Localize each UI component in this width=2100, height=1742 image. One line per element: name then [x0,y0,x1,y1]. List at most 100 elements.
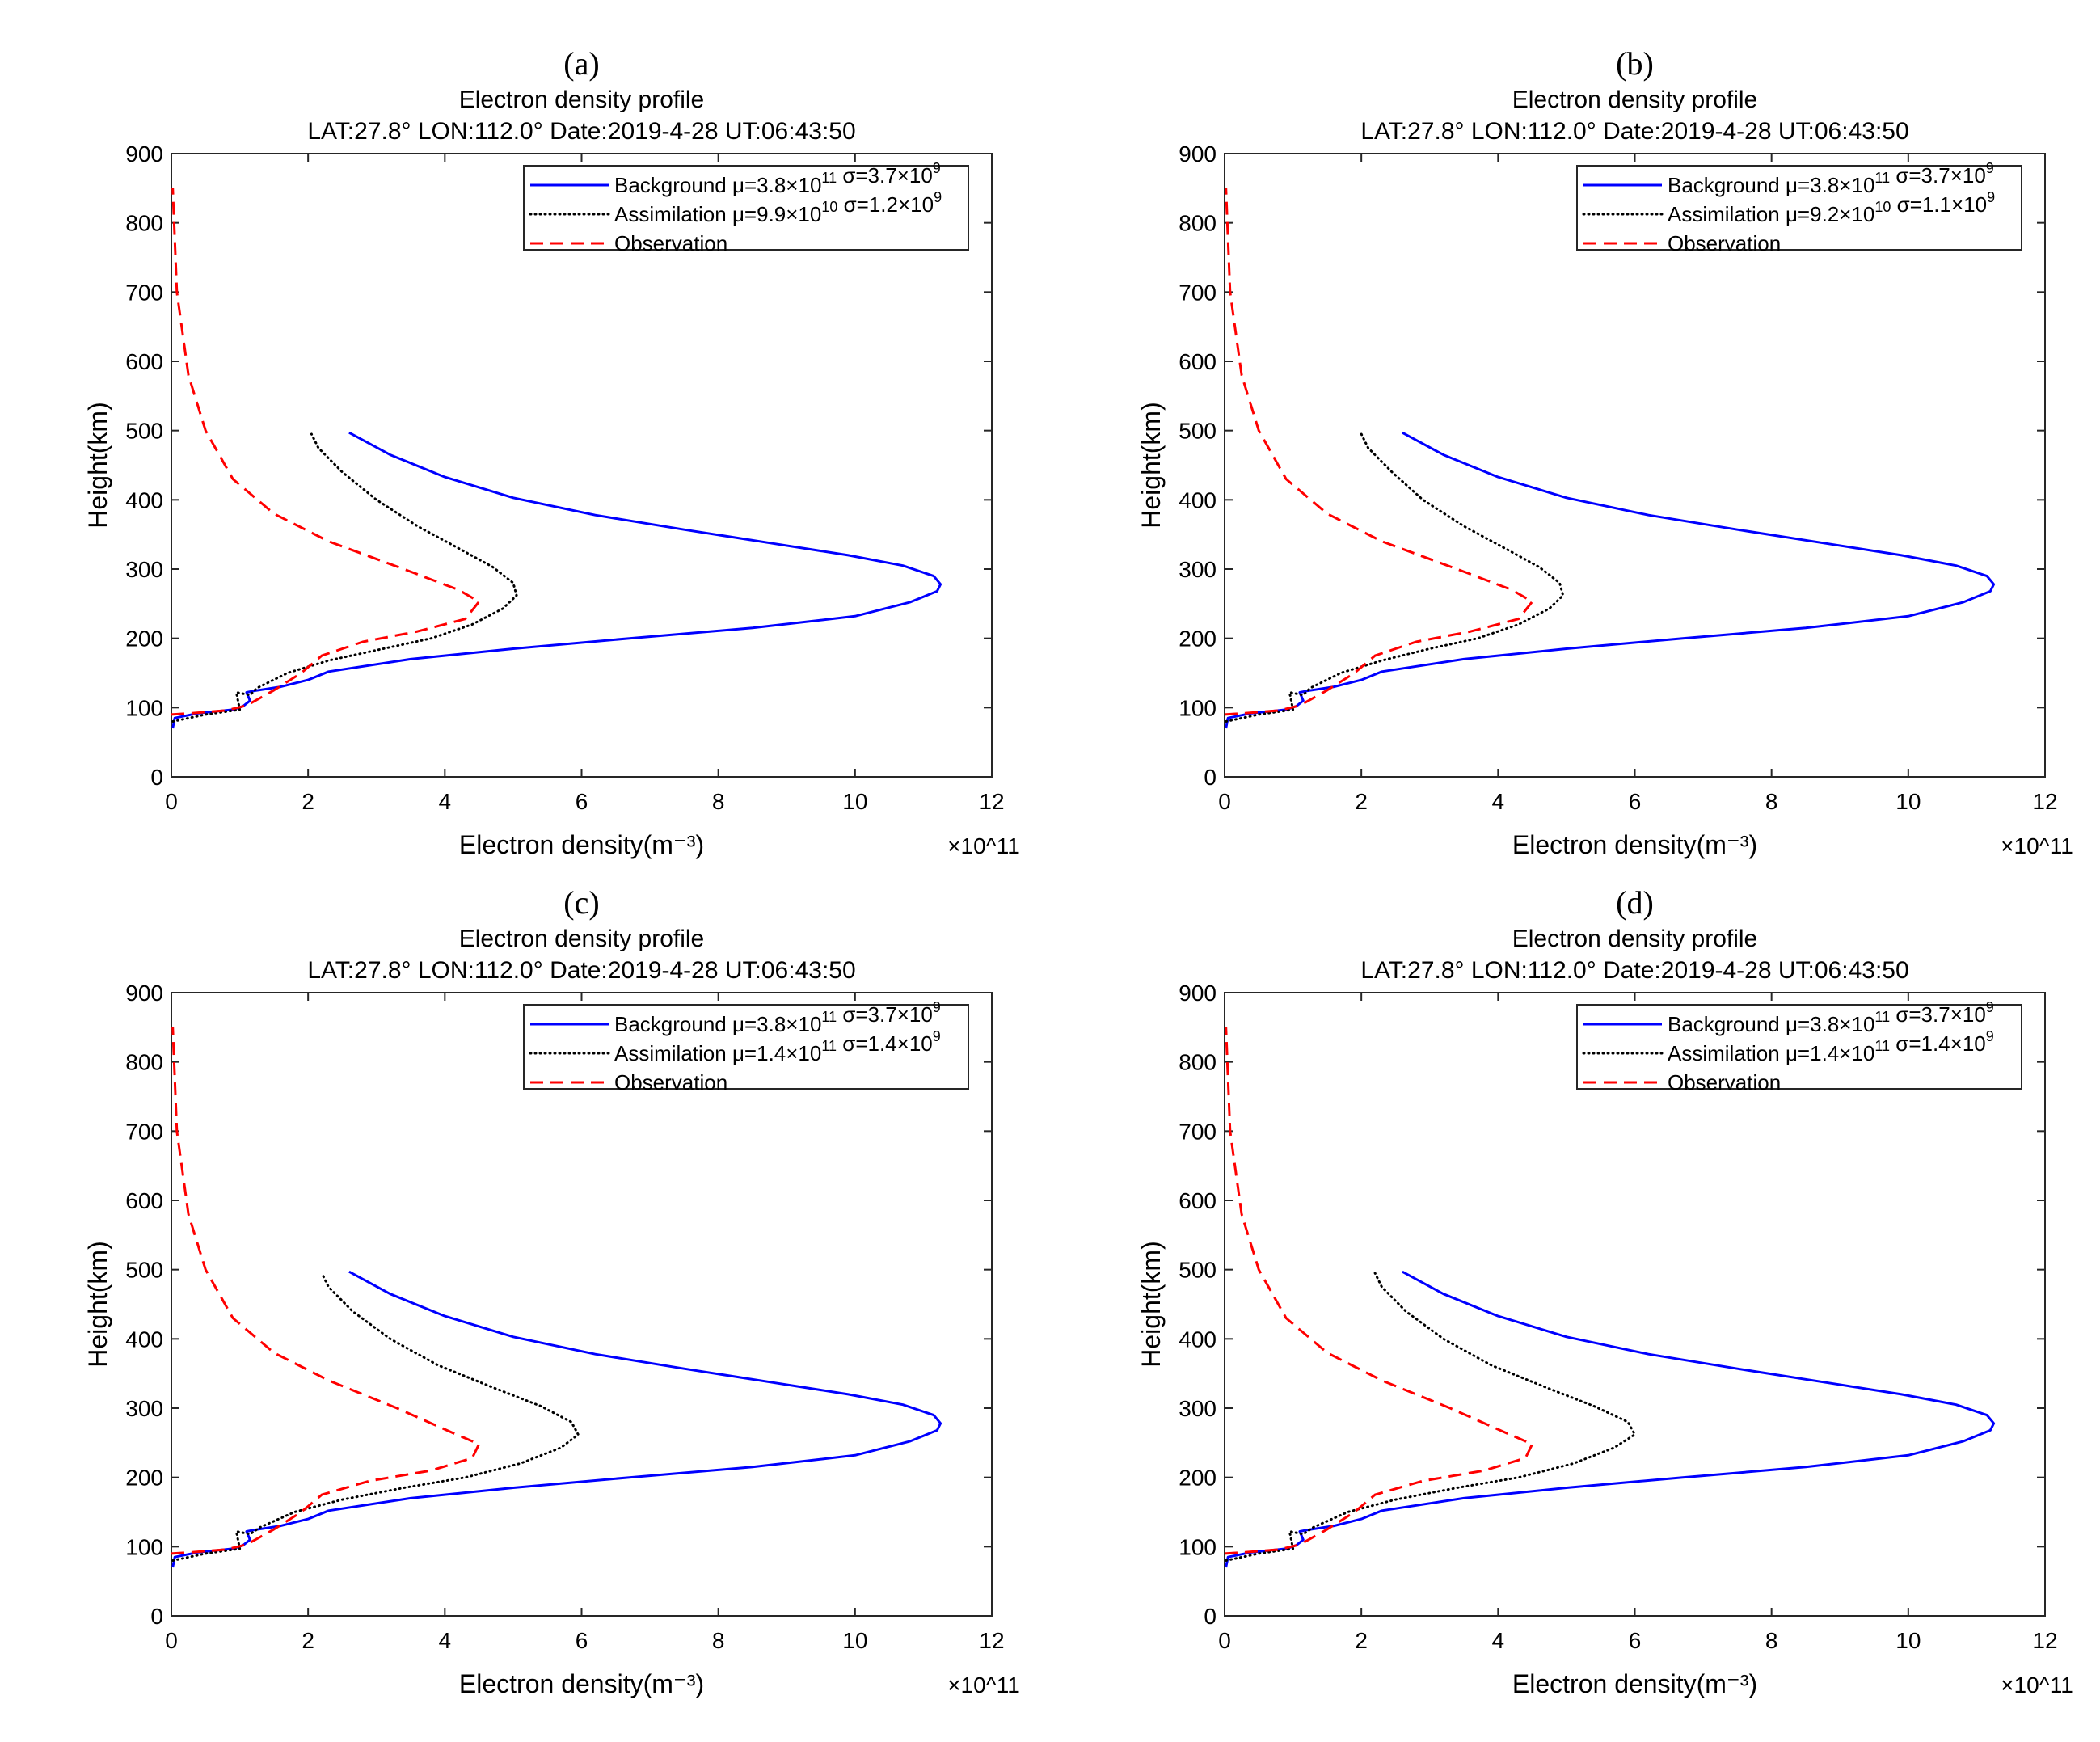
legend-entry-name: Observation [1668,231,1781,255]
legend-box [523,165,969,251]
legend-stat: σ=3.7×10 [1890,1002,1986,1027]
legend-entry-assimilation: Assimilation μ=1.4×1011 σ=1.4×109 [1668,1028,1994,1065]
legend-stat: μ=3.8×10 [727,1012,822,1036]
chart-subtitle: LAT:27.8° LON:112.0° Date:2019-4-28 UT:0… [1360,957,1908,984]
y-tick-label: 0 [1204,1604,1217,1629]
chart-panel: (b) Electron density profile LAT:27.8° LON… [1136,45,2073,859]
legend-stat-exponent: 11 [821,170,837,186]
series-background-line [171,431,942,729]
panel-label: (b) [1616,45,1654,82]
legend-entry-background: Background μ=3.8×1011 σ=3.7×109 [1668,999,1994,1036]
y-tick-label: 900 [1179,141,1217,167]
y-tick-label: 800 [1179,211,1217,236]
y-tick-label: 500 [1179,419,1217,444]
y-tick-label: 100 [125,1534,163,1559]
x-tick-label: 8 [1765,1628,1778,1653]
legend-stat-exponent: 9 [1986,1028,1994,1044]
chart-subtitle: LAT:27.8° LON:112.0° Date:2019-4-28 UT:0… [1360,118,1908,145]
y-tick-label: 300 [125,557,163,582]
panel-label: (c) [563,884,599,921]
series-background-line [1225,431,1996,729]
y-tick-label: 200 [1179,1466,1217,1491]
y-tick-label: 100 [125,695,163,720]
legend-entry-name: Assimilation [1668,202,1780,226]
legend-stat: μ=3.8×10 [1780,173,1875,197]
y-tick-label: 0 [150,1604,163,1629]
series-observation-line [1224,188,1534,716]
legend-stat: σ=3.7×10 [837,163,933,188]
y-tick-label: 500 [1179,1258,1217,1283]
x-tick-label: 12 [2032,1628,2057,1653]
y-tick-label: 200 [1179,626,1217,652]
legend-entry-name: Observation [614,1070,727,1095]
series-observation-line [1224,1027,1534,1555]
x-tick-label: 6 [1629,1628,1642,1653]
legend-stat-exponent: 11 [821,1038,837,1054]
legend-stat-exponent: 9 [1986,999,1994,1015]
x-tick-label: 0 [1218,789,1231,814]
y-tick-label: 400 [125,1327,163,1352]
legend-stat: μ=9.9×10 [727,202,822,226]
legend-stat: μ=1.4×10 [1780,1041,1875,1065]
legend: Background μ=3.8×1011 σ=3.7×109Assimilat… [523,999,969,1095]
legend-entry-background: Background μ=3.8×1011 σ=3.7×109 [614,160,941,197]
x-tick-label: 2 [1355,789,1368,814]
legend-entry-observation: Observation [614,1070,727,1095]
x-tick-label: 10 [842,789,867,814]
y-tick-label: 300 [1179,557,1217,582]
y-axis-label: Height(km) [1136,402,1166,528]
x-tick-label: 6 [576,789,588,814]
legend-box [1576,1004,2022,1090]
x-tick-label: 10 [842,1628,867,1653]
y-tick-label: 500 [125,1258,163,1283]
x-tick-label: 0 [1218,1628,1231,1653]
legend-entry-name: Assimilation [614,202,727,226]
x-tick-label: 8 [712,789,725,814]
legend-stat: σ=1.1×10 [1891,192,1987,217]
legend-stat: μ=9.2×10 [1780,202,1875,226]
legend-stat-exponent: 9 [933,1028,941,1044]
legend: Background μ=3.8×1011 σ=3.7×109Assimilat… [1576,999,2022,1095]
chart-panel: (d) Electron density profile LAT:27.8° LON… [1136,884,2073,1698]
series-assimilation-line [171,1272,580,1562]
chart-panel: (c) Electron density profile LAT:27.8° LON… [83,884,1020,1698]
y-tick-label: 700 [1179,1119,1217,1144]
legend-stat-exponent: 9 [933,999,941,1015]
legend-entry-background: Background μ=3.8×1011 σ=3.7×109 [1668,160,1994,197]
y-axis-label: Height(km) [83,1241,112,1367]
legend-stat-exponent: 9 [933,160,941,176]
y-axis-label: Height(km) [1136,1241,1166,1367]
y-tick-label: 300 [1179,1396,1217,1421]
y-tick-label: 700 [125,1119,163,1144]
y-tick-label: 900 [1179,981,1217,1006]
legend-stat-exponent: 11 [1874,1038,1890,1054]
legend-stat-exponent: 10 [1874,199,1891,215]
chart-title: Electron density profile [1512,926,1758,952]
legend-stat: σ=3.7×10 [837,1002,933,1027]
legend-stat: σ=1.2×10 [837,192,934,217]
x-multiplier: ×10^11 [2001,833,2073,858]
x-tick-label: 4 [439,1628,452,1653]
x-axis-label: Electron density(m⁻³) [459,1669,704,1698]
y-tick-label: 800 [1179,1050,1217,1075]
chart-subtitle: LAT:27.8° LON:112.0° Date:2019-4-28 UT:0… [307,118,855,145]
y-tick-label: 0 [150,765,163,790]
legend-box [523,1004,969,1090]
x-axis-label: Electron density(m⁻³) [1512,830,1757,859]
legend-entry-name: Background [1668,173,1780,197]
chart-title: Electron density profile [459,86,705,113]
y-tick-label: 600 [125,1188,163,1213]
legend-stat-exponent: 10 [821,199,837,215]
x-tick-label: 0 [165,789,178,814]
legend-entry-name: Observation [1668,1070,1781,1095]
y-tick-label: 400 [1179,1327,1217,1352]
x-tick-label: 12 [2032,789,2057,814]
y-tick-label: 400 [125,487,163,512]
series-assimilation-line [1225,1272,1636,1562]
y-tick-label: 0 [1204,765,1217,790]
series-background-line [171,1270,942,1568]
x-multiplier: ×10^11 [2001,1672,2073,1698]
legend-entry-name: Assimilation [614,1041,727,1065]
x-tick-label: 2 [302,789,314,814]
legend-entry-observation: Observation [614,231,727,255]
